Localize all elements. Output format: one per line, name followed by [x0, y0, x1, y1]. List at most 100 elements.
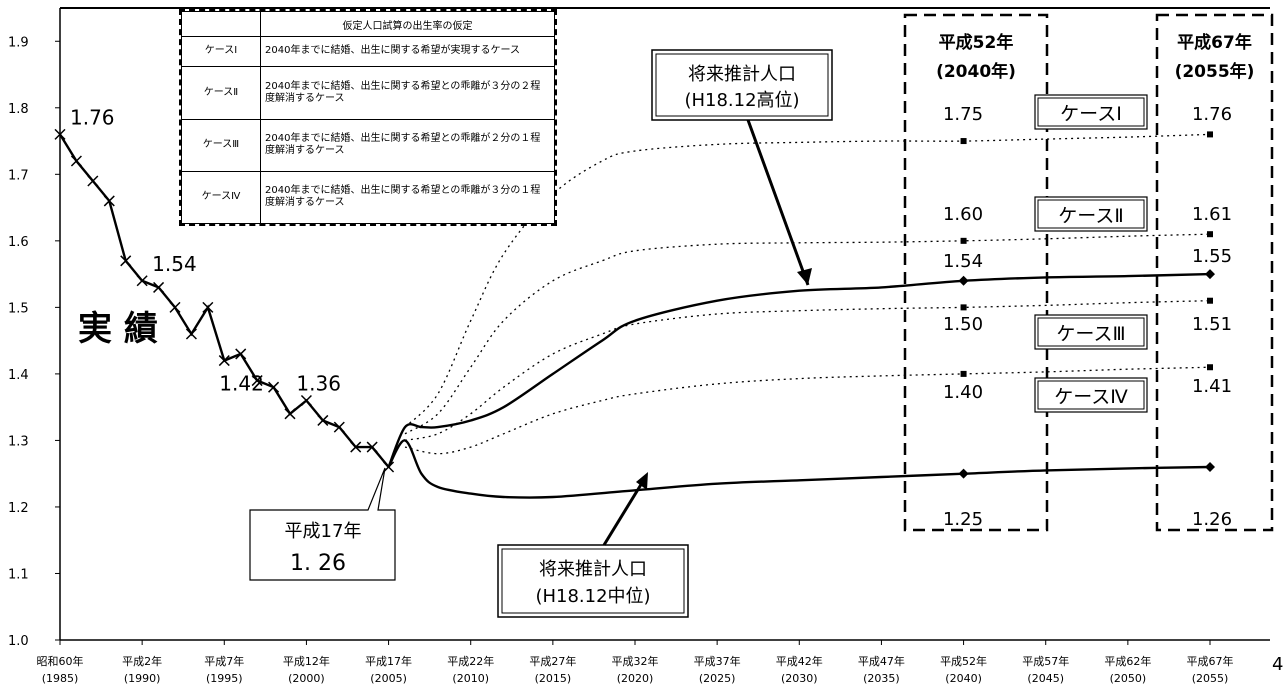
projection-diamond-marker: [1205, 462, 1215, 473]
x-tick-label-era: 平成42年: [776, 654, 823, 668]
x-tick-label-year: (2025): [699, 672, 736, 685]
actual-point-marker: [300, 394, 312, 407]
legend-case-4: ケースⅣ: [181, 170, 261, 225]
legend-text-2: 2040年までに結婚、出生に関する希望との乖離が３分の２程度解消するケース: [260, 66, 555, 120]
actual-value-label: 1.76: [70, 105, 115, 129]
callout-mid-box: [497, 544, 689, 618]
legend-case-2: ケースⅡ: [181, 66, 261, 120]
y-tick-label: 1.7: [8, 168, 29, 183]
callout-high-line1: 将来推計人口: [688, 64, 796, 85]
case-square-marker: [960, 138, 967, 145]
year-box-2055: [1155, 13, 1274, 532]
callout-high-box: [651, 49, 833, 121]
x-tick-label-year: (2050): [1110, 672, 1147, 685]
callout-mid-arrowhead: [636, 472, 648, 490]
case-square-marker: [1207, 131, 1213, 138]
value-label-2055: 1.41: [1192, 376, 1232, 397]
value-label-2040: 1.60: [943, 204, 983, 225]
actual-point-marker: [317, 414, 329, 426]
x-tick-label-year: (2000): [288, 672, 325, 685]
y-tick-label: 1.8: [8, 102, 29, 117]
callout-h17-box: [249, 467, 396, 581]
legend-header-blank: [181, 11, 261, 37]
x-tick-label-era: 平成27年: [529, 654, 576, 668]
actual-point-marker: [120, 255, 132, 267]
x-tick-label-era: 平成47年: [858, 654, 905, 668]
callout-mid-line2: (H18.12中位): [535, 586, 650, 607]
callout-h17-line1: 平成17年: [285, 521, 362, 542]
actual-big-label: 実 績: [78, 309, 158, 349]
case-square-marker: [1207, 364, 1213, 371]
y-tick-label: 1.9: [8, 35, 29, 50]
x-tick-label-year: (2045): [1027, 672, 1064, 685]
callout-mid-arrow: [602, 477, 647, 546]
case-box-inner: [1037, 380, 1145, 410]
x-tick-label-era: 平成32年: [612, 654, 659, 668]
actual-point-marker: [87, 175, 99, 187]
value-label-2040: 1.40: [943, 382, 983, 403]
y-tick-label: 1.4: [8, 368, 29, 383]
legend-text-4: 2040年までに結婚、出生に関する希望との乖離が３分の１程度解消するケース: [260, 170, 555, 225]
year-box-2040: [903, 13, 1049, 532]
value-label-2055: 1.26: [1192, 509, 1232, 530]
case-square-marker: [960, 370, 967, 377]
legend-header: 仮定人口試算の出生率の仮定: [260, 11, 555, 37]
x-tick-label-year: (1995): [206, 672, 243, 685]
actual-point-marker: [153, 281, 165, 293]
actual-point-marker: [202, 301, 214, 313]
actual-point-marker: [136, 275, 148, 287]
y-tick-label: 1.6: [8, 235, 29, 250]
case-square-marker: [1207, 297, 1213, 304]
actual-point-marker: [350, 441, 362, 453]
actual-point-marker: [103, 195, 115, 207]
x-tick-label-year: (2040): [945, 672, 982, 685]
assumption-legend-table: 仮定人口試算の出生率の仮定 ケースⅠ 2040年までに結婚、出生に関する希望が実…: [179, 9, 557, 226]
actual-value-label: 1.54: [152, 252, 197, 276]
callout-high-arrow: [746, 119, 810, 286]
y-tick-label: 1.2: [8, 501, 29, 516]
legend-text-1: 2040年までに結婚、出生に関する希望が実現するケース: [260, 35, 555, 68]
series-case-1-line: [404, 133, 1211, 428]
value-label-2040: 1.25: [943, 509, 983, 530]
value-label-2055: 1.55: [1192, 246, 1232, 267]
y-tick-label: 1.1: [8, 567, 29, 582]
x-tick-label-era: 平成52年: [940, 654, 987, 668]
callout-mid-line1: 将来推計人口: [539, 559, 647, 580]
actual-point-marker: [333, 421, 345, 433]
x-tick-label-year: (2035): [863, 672, 900, 685]
callout-high-arrowhead: [797, 268, 812, 285]
legend-text-3: 2040年までに結婚、出生に関する希望との乖離が２分の１程度解消するケース: [260, 118, 555, 172]
case-box-label: ケースⅠ: [1060, 103, 1122, 125]
callout-h17-line2: 1. 26: [290, 551, 346, 576]
case-box-outer: [1034, 196, 1148, 232]
x-tick-label-year: (1990): [124, 672, 161, 685]
case-square-marker: [960, 304, 967, 311]
case-box-inner: [1037, 317, 1145, 347]
legend-case-1: ケースⅠ: [181, 35, 261, 68]
actual-point-marker: [366, 441, 378, 453]
case-box-label: ケースⅣ: [1054, 386, 1128, 408]
year-box-year: (2040年): [936, 61, 1016, 82]
x-tick-label-year: (2015): [535, 672, 572, 685]
x-tick-label-era: 平成7年: [204, 654, 244, 668]
projection-diamond-marker: [1205, 269, 1215, 280]
value-label-2055: 1.51: [1192, 314, 1232, 335]
x-tick-label-era: 平成2年: [122, 654, 162, 668]
value-label-2040: 1.54: [943, 251, 983, 272]
value-label-2040: 1.75: [943, 104, 983, 125]
actual-point-marker: [383, 461, 395, 473]
x-tick-label-year: (2055): [1192, 672, 1229, 685]
series-high-line: [387, 272, 1211, 468]
x-tick-label-era: 平成37年: [694, 654, 741, 668]
case-square-marker: [960, 237, 967, 244]
year-box-year: (2055年): [1175, 61, 1255, 82]
year-box-era: 平成52年: [939, 32, 1014, 53]
series-case-2-line: [404, 233, 1211, 435]
actual-point-marker: [185, 328, 197, 340]
case-box-outer: [1034, 314, 1148, 350]
x-tick-label-era: 平成62年: [1104, 654, 1151, 668]
x-tick-label-era: 平成22年: [447, 654, 494, 668]
page-number: 4: [1272, 654, 1283, 675]
year-box-era: 平成67年: [1177, 32, 1252, 53]
